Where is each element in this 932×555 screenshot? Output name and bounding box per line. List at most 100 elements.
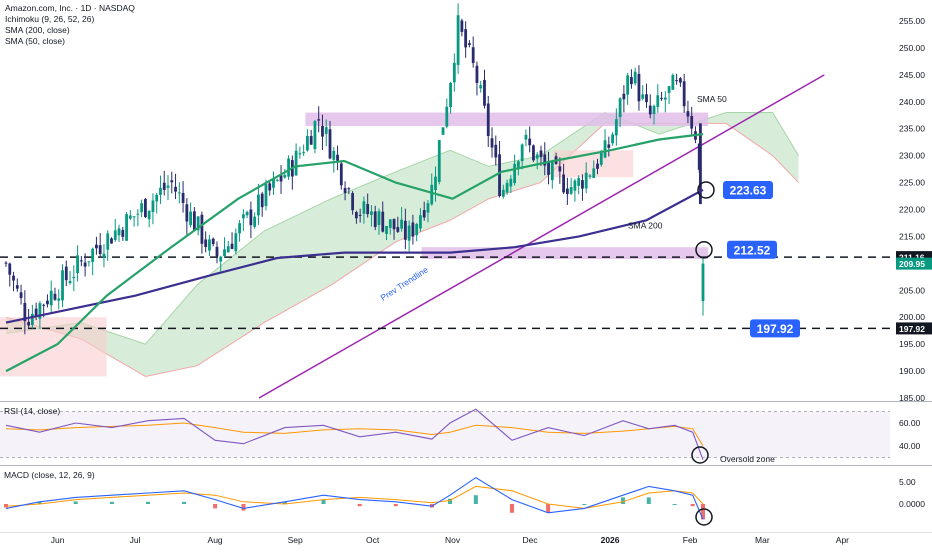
macd-histogram-bar xyxy=(672,504,677,505)
ichimoku-cloud xyxy=(6,112,799,377)
candle-body xyxy=(204,239,208,248)
time-tick: Nov xyxy=(445,535,461,545)
candle-body xyxy=(656,95,660,107)
candle-body xyxy=(46,300,49,305)
candle-body xyxy=(671,75,675,90)
candle-body xyxy=(192,211,196,231)
candle-body xyxy=(211,238,215,245)
price-tick: 205.00 xyxy=(899,285,925,295)
candle-body xyxy=(200,214,204,244)
candle-body xyxy=(321,125,324,137)
candle-body xyxy=(430,184,434,205)
candle-body xyxy=(177,192,181,194)
macd-line xyxy=(5,476,704,520)
candle-body xyxy=(87,261,91,263)
time-tick: Aug xyxy=(208,535,223,545)
candle-body xyxy=(219,256,223,262)
candle-body xyxy=(588,175,592,177)
price-tick: 235.00 xyxy=(899,124,925,134)
time-tick: 2026 xyxy=(601,535,620,545)
macd-histogram-bar xyxy=(241,504,246,511)
candle-body xyxy=(121,229,125,237)
macd-histogram-bar xyxy=(509,504,514,513)
legend-sma200: SMA (200, close) xyxy=(5,25,70,35)
macd-signal-line xyxy=(5,485,704,509)
macd-histogram-bar xyxy=(37,501,42,504)
macd-histogram-bar xyxy=(73,501,78,504)
candle-body xyxy=(12,275,15,281)
candle-body xyxy=(449,82,452,108)
time-tick: Feb xyxy=(683,535,698,545)
candle-body xyxy=(494,144,498,158)
candle-body xyxy=(328,129,332,159)
price-tick: 220.00 xyxy=(899,205,925,215)
candle-body xyxy=(170,180,174,183)
candle-body xyxy=(336,154,339,161)
candle-body xyxy=(577,178,581,186)
candle-body xyxy=(185,204,189,222)
candle-body xyxy=(351,193,355,211)
candle-body xyxy=(317,119,321,121)
candle-body xyxy=(385,225,388,234)
macd-histogram-bar xyxy=(620,497,625,504)
candle-body xyxy=(64,266,68,281)
candle-body xyxy=(648,105,652,115)
candle-body xyxy=(245,211,249,216)
candle-body xyxy=(426,203,430,213)
sma-200-line xyxy=(5,188,704,324)
candle-body xyxy=(637,73,641,102)
price-tick: 240.00 xyxy=(899,97,925,107)
candle-body xyxy=(456,15,460,65)
macd-histogram-bar xyxy=(448,498,453,504)
candle-body xyxy=(38,303,42,319)
candle-body xyxy=(581,180,584,189)
candle-body-gap xyxy=(699,123,702,205)
macd-histogram-bar xyxy=(145,501,150,504)
callout-circle-223 xyxy=(697,181,715,199)
candle-body xyxy=(505,182,509,193)
candle-body xyxy=(260,193,264,208)
candle-body xyxy=(339,163,343,186)
candle-body xyxy=(400,219,403,229)
candle-body xyxy=(516,161,520,168)
candle-body xyxy=(471,47,475,64)
price-tick: 190.00 xyxy=(899,366,925,376)
sma-50-label: SMA 50 xyxy=(697,94,727,104)
candle-body xyxy=(370,211,373,215)
candle-body xyxy=(614,119,618,136)
macd-histogram-bar xyxy=(690,504,695,507)
candle-body xyxy=(113,230,117,240)
candle-body xyxy=(532,145,535,161)
candle-body xyxy=(592,168,596,178)
macd-histogram-bar xyxy=(282,501,287,504)
candle-body xyxy=(603,140,607,158)
candle-body xyxy=(584,172,588,189)
candle-body xyxy=(313,121,317,150)
callout-label-212: 212.52 xyxy=(734,243,771,257)
candle-body xyxy=(509,178,513,187)
candle-body xyxy=(565,188,569,195)
oversold-label: Oversold zone xyxy=(720,454,775,464)
candle-body xyxy=(373,211,377,228)
candle-body xyxy=(452,62,456,83)
candle-body xyxy=(343,187,347,194)
candle-body xyxy=(641,94,645,99)
candle-body xyxy=(411,222,415,237)
sma-50-line xyxy=(5,133,704,373)
rsi-tick: 60.00 xyxy=(899,418,921,428)
candle-body xyxy=(98,245,102,255)
candle-body xyxy=(678,78,682,83)
candle-body xyxy=(498,154,501,197)
candle-body xyxy=(550,161,554,181)
candle-body xyxy=(422,210,426,218)
price-tick: 230.00 xyxy=(899,151,925,161)
candle-body xyxy=(181,192,185,203)
price-tick: 215.00 xyxy=(899,231,925,241)
candle-body xyxy=(132,216,136,218)
chart-legend: Amazon.com, Inc. · 1D · NASDAQ Ichimoku … xyxy=(5,3,135,47)
candle-body xyxy=(30,313,34,326)
candle-body xyxy=(253,216,257,227)
candle-body xyxy=(528,138,532,146)
candle-body xyxy=(83,262,87,267)
